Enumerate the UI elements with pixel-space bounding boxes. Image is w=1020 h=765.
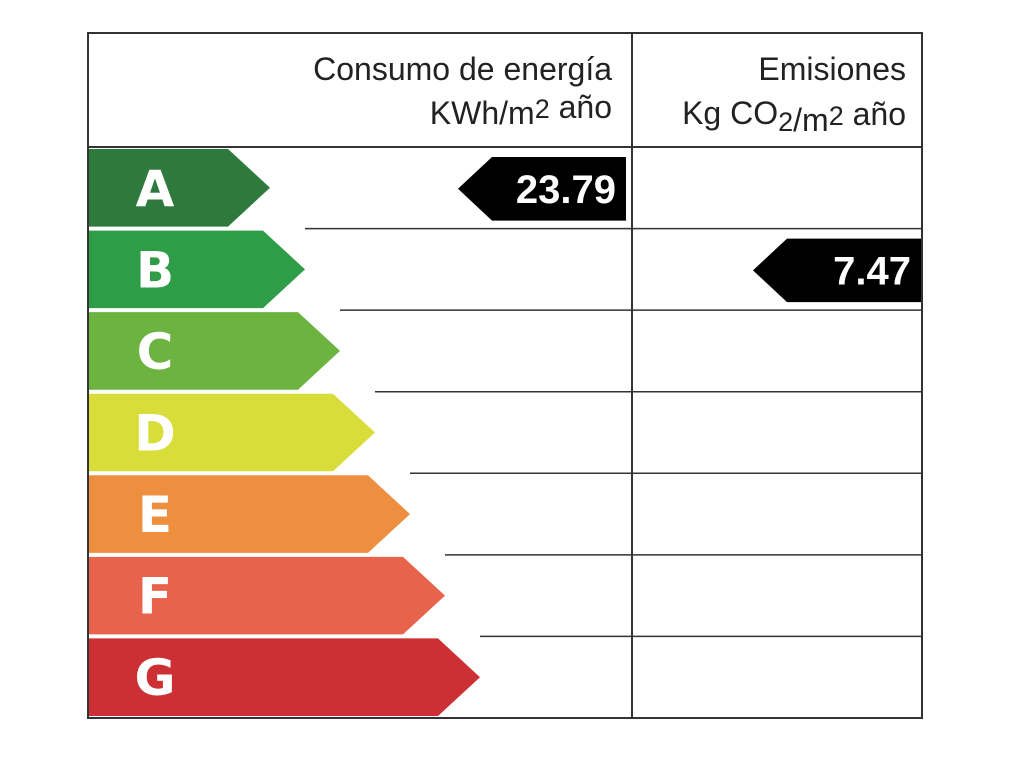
value-label: 7.47 [833,249,911,293]
rating-letter: A [136,160,175,218]
rating-arrow [89,638,480,716]
value-label: 23.79 [516,168,616,212]
energy-title: Consumo de energía [313,51,612,87]
rating-letter: F [138,568,172,626]
rating-letter: G [134,649,175,707]
rating-letter: E [138,486,172,544]
unit-part: 2 [778,107,793,137]
rating-letter: B [136,241,174,299]
unit-part: KWh/m [430,95,535,131]
rating-letter: D [134,405,176,463]
unit-part: 2 [535,94,550,124]
emissions-unit: Kg CO2/m2 año [682,95,906,138]
rating-arrow [89,149,270,227]
rating-arrow [89,556,445,635]
unit-part: año [844,96,906,132]
energy-unit: KWh/m2 año [430,89,612,131]
rating-arrow [89,475,410,553]
rating-arrow [89,393,375,472]
unit-part: Kg CO [682,95,778,131]
value-badge [458,157,626,221]
value-badge [753,238,921,303]
unit-part: año [550,89,612,125]
rating-arrow [89,312,340,390]
emissions-title: Emisiones [758,51,906,87]
rating-letter: C [137,323,174,381]
unit-part: 2 [829,101,844,131]
unit-part: /m [793,102,829,138]
rating-arrow [89,230,305,309]
table-grid [87,32,923,719]
